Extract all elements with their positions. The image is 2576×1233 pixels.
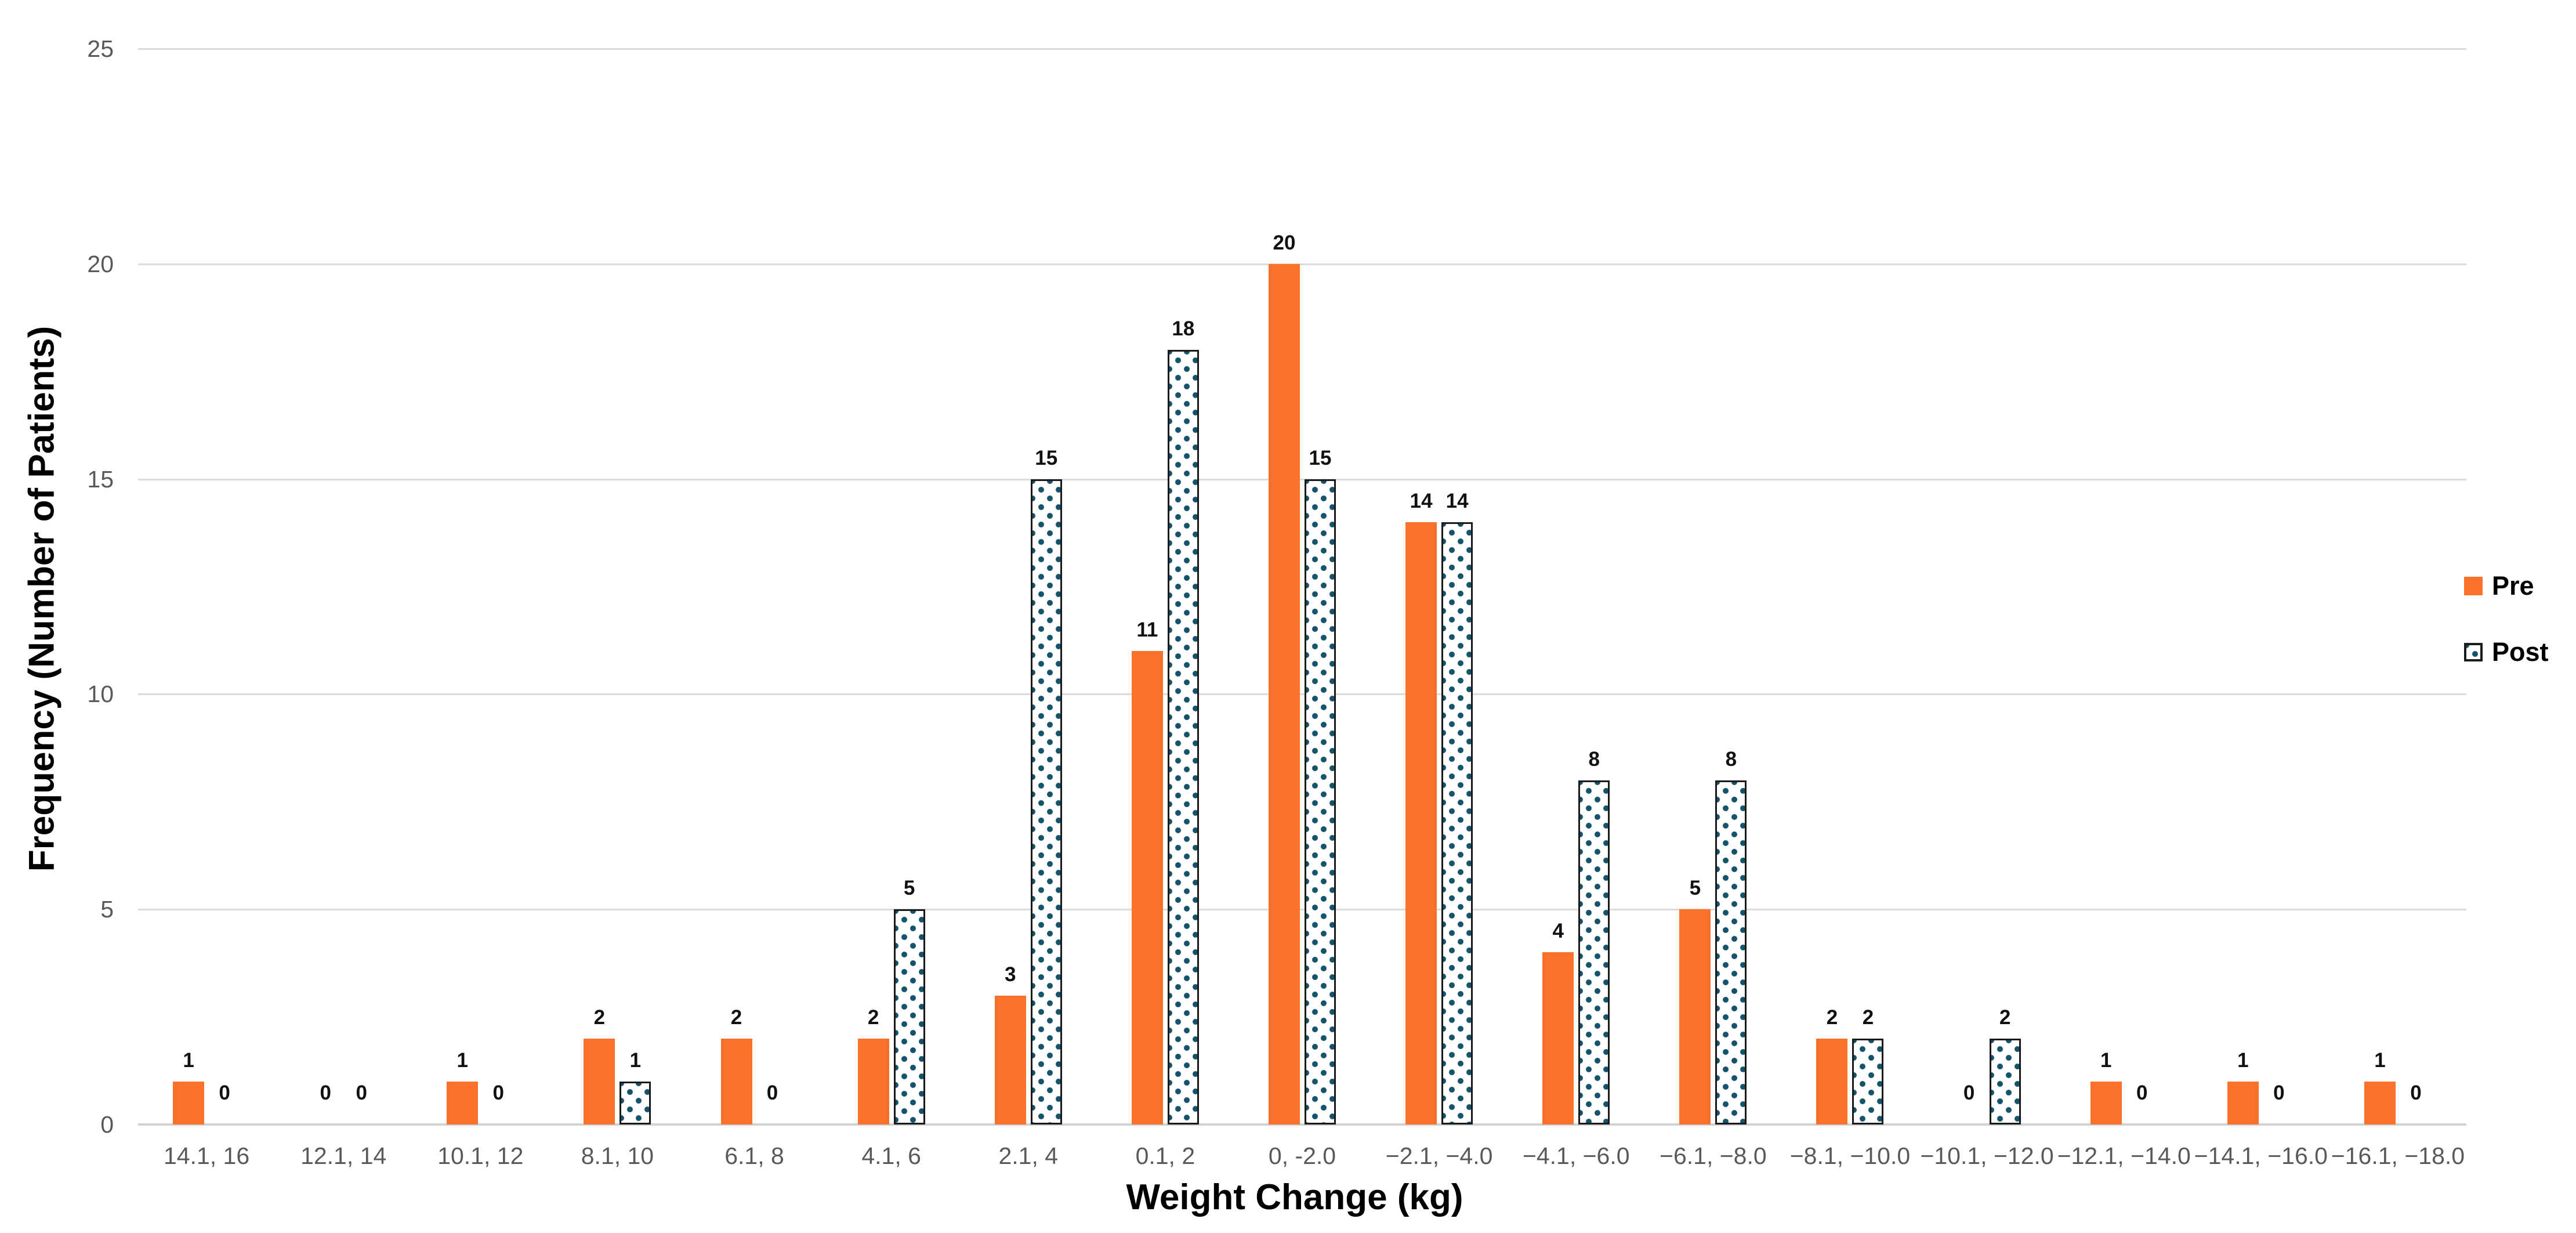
pre-bar [2364,1081,2396,1124]
pre-bar [584,1038,615,1124]
x-tick-label: 10.1, 12 [437,1142,524,1169]
legend-item-post: Post [2464,637,2549,667]
pre-value-label: 11 [1136,619,1158,642]
post-value-label: 14 [1445,489,1469,512]
x-tick-label: 0.1, 2 [1135,1142,1195,1169]
legend-post-label: Post [2492,637,2549,667]
post-value-label: 2 [1862,1006,1874,1029]
post-bar [1167,350,1199,1124]
pre-bar [1405,522,1437,1124]
pre-bar [994,995,1026,1124]
post-value-label: 0 [2273,1082,2285,1104]
post-value-label: 8 [1588,747,1600,771]
post-value-label: 2 [1999,1006,2011,1029]
pre-value-label: 0 [1963,1082,1975,1104]
pre-bar [2090,1081,2122,1124]
post-value-label: 5 [903,877,915,900]
pre-value-label: 3 [1005,963,1016,986]
pre-bar [1542,952,1574,1124]
legend-pre-swatch-icon [2464,577,2483,595]
legend-item-pre: Pre [2464,571,2549,601]
pre-bar [1269,263,1300,1124]
pre-value-label: 2 [593,1006,606,1029]
post-value-label: 0 [356,1082,367,1104]
pre-bar [447,1081,479,1124]
pre-value-label: 4 [1552,920,1564,943]
gridline [138,263,2466,265]
pre-value-label: 5 [1689,877,1701,900]
pre-bar [2227,1081,2259,1124]
post-value-label: 18 [1172,317,1195,341]
pre-value-label: 0 [320,1082,331,1104]
legend-pre-label: Pre [2492,571,2534,601]
gridline [138,48,2466,50]
y-tick-label: 0 [100,1111,114,1138]
post-bar [1715,780,1747,1124]
pre-value-label: 1 [183,1048,194,1072]
pre-value-label: 20 [1273,231,1296,254]
post-value-label: 0 [2136,1082,2148,1104]
gridline [138,693,2466,696]
pre-value-label: 2 [1826,1006,1838,1029]
x-tick-label: −4.1, −6.0 [1522,1142,1630,1169]
legend: Pre Post [2464,571,2549,667]
x-tick-label: 8.1, 10 [581,1142,654,1169]
x-axis-title: Weight Change (kg) [1126,1177,1463,1217]
post-bar [1441,522,1473,1124]
pre-bar [857,1038,889,1124]
pre-value-label: 1 [2100,1048,2112,1072]
x-tick-label: −14.1, −16.0 [2194,1142,2328,1169]
pre-value-label: 14 [1410,489,1433,512]
x-tick-label: 4.1, 6 [861,1142,921,1169]
post-value-label: 0 [766,1082,778,1104]
pre-value-label: 2 [730,1006,742,1029]
y-axis-title: Frequency (Number of Patients) [21,326,62,872]
post-bar [893,909,925,1124]
post-value-label: 15 [1309,446,1332,469]
x-tick-label: 2.1, 4 [998,1142,1059,1169]
x-tick-label: −6.1, −8.0 [1660,1142,1767,1169]
pre-value-label: 1 [2374,1048,2386,1072]
post-bar [1030,479,1062,1124]
x-tick-label: 6.1, 8 [724,1142,784,1169]
y-tick-label: 15 [87,465,114,493]
post-bar [1989,1038,2021,1124]
y-tick-label: 25 [87,35,114,62]
pre-value-label: 2 [867,1006,879,1029]
pre-value-label: 1 [456,1048,469,1072]
x-axis-line [138,1123,2466,1126]
gridline [138,909,2466,911]
y-tick-label: 5 [100,896,114,923]
pre-bar [720,1038,752,1124]
x-tick-label: −2.1, −4.0 [1385,1142,1493,1169]
legend-post-swatch-icon [2464,643,2483,661]
pre-bar [1679,909,1711,1124]
pre-bar [1131,651,1163,1124]
post-value-label: 0 [492,1082,505,1104]
post-value-label: 0 [219,1082,230,1104]
post-bar [619,1081,651,1124]
post-value-label: 1 [629,1048,642,1072]
post-bar [1852,1038,1884,1124]
y-tick-label: 10 [87,681,114,708]
post-value-label: 0 [2410,1082,2422,1104]
x-tick-label: −16.1, −18.0 [2331,1142,2465,1169]
y-tick-label: 20 [87,250,114,277]
x-tick-label: −12.1, −14.0 [2057,1142,2191,1169]
x-tick-label: −10.1, −12.0 [1920,1142,2054,1169]
x-tick-label: 0, -2.0 [1268,1142,1336,1169]
x-tick-label: −8.1, −10.0 [1789,1142,1911,1169]
x-tick-label: 14.1, 16 [163,1142,250,1169]
post-bar [1578,780,1610,1124]
post-value-label: 15 [1035,446,1058,469]
pre-bar [1816,1038,1848,1124]
pre-value-label: 1 [2237,1048,2249,1072]
pre-bar [173,1081,205,1124]
x-tick-label: 12.1, 14 [300,1142,387,1169]
gridline [138,478,2466,480]
post-bar [1305,479,1336,1124]
post-value-label: 8 [1725,747,1737,771]
